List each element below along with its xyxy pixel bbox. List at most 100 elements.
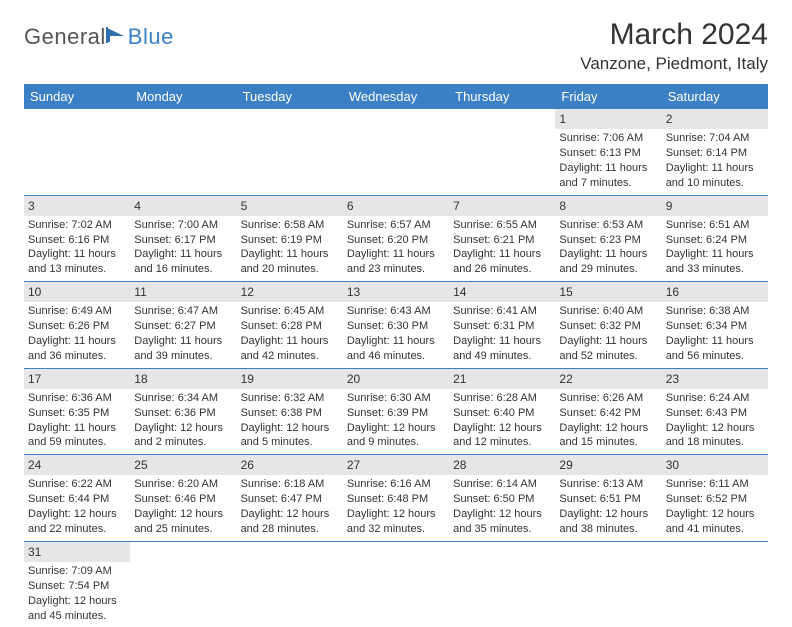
sunset-line: Sunset: 6:26 PM [28, 319, 126, 334]
sunrise-line: Sunrise: 6:38 AM [666, 304, 764, 319]
calendar-day-cell [24, 109, 130, 195]
calendar-day-cell: 15Sunrise: 6:40 AMSunset: 6:32 PMDayligh… [555, 282, 661, 369]
day-number: 28 [449, 455, 555, 475]
calendar-week-row: 1Sunrise: 7:06 AMSunset: 6:13 PMDaylight… [24, 109, 768, 195]
day-content: Sunrise: 6:22 AMSunset: 6:44 PMDaylight:… [24, 475, 130, 540]
daylight-line: Daylight: 11 hours and 42 minutes. [241, 334, 339, 364]
day-content: Sunrise: 6:16 AMSunset: 6:48 PMDaylight:… [343, 475, 449, 540]
calendar-day-cell [343, 541, 449, 627]
sunset-line: Sunset: 6:20 PM [347, 233, 445, 248]
day-number: 17 [24, 369, 130, 389]
day-number: 25 [130, 455, 236, 475]
day-content: Sunrise: 6:20 AMSunset: 6:46 PMDaylight:… [130, 475, 236, 540]
daylight-line: Daylight: 12 hours and 38 minutes. [559, 507, 657, 537]
day-header: Sunday [24, 84, 130, 109]
daylight-line: Daylight: 12 hours and 32 minutes. [347, 507, 445, 537]
calendar-day-cell: 8Sunrise: 6:53 AMSunset: 6:23 PMDaylight… [555, 195, 661, 282]
sunset-line: Sunset: 6:21 PM [453, 233, 551, 248]
month-title: March 2024 [580, 18, 768, 52]
day-content: Sunrise: 6:18 AMSunset: 6:47 PMDaylight:… [237, 475, 343, 540]
sunset-line: Sunset: 6:16 PM [28, 233, 126, 248]
title-block: March 2024 Vanzone, Piedmont, Italy [580, 18, 768, 74]
day-number: 6 [343, 196, 449, 216]
day-content: Sunrise: 6:11 AMSunset: 6:52 PMDaylight:… [662, 475, 768, 540]
day-number: 30 [662, 455, 768, 475]
day-number: 10 [24, 282, 130, 302]
day-content: Sunrise: 6:32 AMSunset: 6:38 PMDaylight:… [237, 389, 343, 454]
sunset-line: Sunset: 6:13 PM [559, 146, 657, 161]
sunset-line: Sunset: 6:42 PM [559, 406, 657, 421]
day-header: Monday [130, 84, 236, 109]
sunset-line: Sunset: 7:54 PM [28, 579, 126, 594]
daylight-line: Daylight: 11 hours and 46 minutes. [347, 334, 445, 364]
calendar-day-cell: 28Sunrise: 6:14 AMSunset: 6:50 PMDayligh… [449, 455, 555, 542]
day-content: Sunrise: 7:04 AMSunset: 6:14 PMDaylight:… [662, 129, 768, 194]
daylight-line: Daylight: 11 hours and 39 minutes. [134, 334, 232, 364]
sunset-line: Sunset: 6:51 PM [559, 492, 657, 507]
day-header: Wednesday [343, 84, 449, 109]
sunset-line: Sunset: 6:14 PM [666, 146, 764, 161]
day-number: 19 [237, 369, 343, 389]
sunset-line: Sunset: 6:27 PM [134, 319, 232, 334]
day-number: 31 [24, 542, 130, 562]
daylight-line: Daylight: 11 hours and 56 minutes. [666, 334, 764, 364]
calendar-day-cell: 12Sunrise: 6:45 AMSunset: 6:28 PMDayligh… [237, 282, 343, 369]
day-number: 29 [555, 455, 661, 475]
sunset-line: Sunset: 6:40 PM [453, 406, 551, 421]
daylight-line: Daylight: 12 hours and 28 minutes. [241, 507, 339, 537]
day-number: 26 [237, 455, 343, 475]
daylight-line: Daylight: 12 hours and 25 minutes. [134, 507, 232, 537]
daylight-line: Daylight: 11 hours and 13 minutes. [28, 247, 126, 277]
sunset-line: Sunset: 6:46 PM [134, 492, 232, 507]
day-content: Sunrise: 6:51 AMSunset: 6:24 PMDaylight:… [662, 216, 768, 281]
day-number: 7 [449, 196, 555, 216]
day-number: 20 [343, 369, 449, 389]
sunset-line: Sunset: 6:48 PM [347, 492, 445, 507]
calendar-day-cell [343, 109, 449, 195]
day-number: 1 [555, 109, 661, 129]
sunset-line: Sunset: 6:43 PM [666, 406, 764, 421]
location-subtitle: Vanzone, Piedmont, Italy [580, 54, 768, 74]
sunrise-line: Sunrise: 6:58 AM [241, 218, 339, 233]
day-number: 4 [130, 196, 236, 216]
day-header: Tuesday [237, 84, 343, 109]
calendar-day-cell: 11Sunrise: 6:47 AMSunset: 6:27 PMDayligh… [130, 282, 236, 369]
sunrise-line: Sunrise: 6:40 AM [559, 304, 657, 319]
sunrise-line: Sunrise: 6:14 AM [453, 477, 551, 492]
sunrise-line: Sunrise: 6:20 AM [134, 477, 232, 492]
day-number: 13 [343, 282, 449, 302]
calendar-day-cell: 14Sunrise: 6:41 AMSunset: 6:31 PMDayligh… [449, 282, 555, 369]
flag-icon [106, 26, 128, 49]
calendar-week-row: 24Sunrise: 6:22 AMSunset: 6:44 PMDayligh… [24, 455, 768, 542]
day-content: Sunrise: 6:58 AMSunset: 6:19 PMDaylight:… [237, 216, 343, 281]
sunrise-line: Sunrise: 6:26 AM [559, 391, 657, 406]
sunrise-line: Sunrise: 6:16 AM [347, 477, 445, 492]
day-content: Sunrise: 6:57 AMSunset: 6:20 PMDaylight:… [343, 216, 449, 281]
day-number [130, 542, 236, 546]
sunrise-line: Sunrise: 6:43 AM [347, 304, 445, 319]
calendar-day-cell [130, 109, 236, 195]
sunset-line: Sunset: 6:47 PM [241, 492, 339, 507]
calendar-day-cell: 24Sunrise: 6:22 AMSunset: 6:44 PMDayligh… [24, 455, 130, 542]
daylight-line: Daylight: 12 hours and 5 minutes. [241, 421, 339, 451]
daylight-line: Daylight: 12 hours and 45 minutes. [28, 594, 126, 624]
calendar-day-cell: 6Sunrise: 6:57 AMSunset: 6:20 PMDaylight… [343, 195, 449, 282]
calendar-day-cell: 26Sunrise: 6:18 AMSunset: 6:47 PMDayligh… [237, 455, 343, 542]
day-number [343, 542, 449, 546]
sunrise-line: Sunrise: 6:32 AM [241, 391, 339, 406]
daylight-line: Daylight: 11 hours and 29 minutes. [559, 247, 657, 277]
calendar-day-cell: 13Sunrise: 6:43 AMSunset: 6:30 PMDayligh… [343, 282, 449, 369]
calendar-day-cell [237, 541, 343, 627]
day-number: 16 [662, 282, 768, 302]
sunrise-line: Sunrise: 6:49 AM [28, 304, 126, 319]
sunrise-line: Sunrise: 6:22 AM [28, 477, 126, 492]
sunset-line: Sunset: 6:52 PM [666, 492, 764, 507]
sunrise-line: Sunrise: 7:04 AM [666, 131, 764, 146]
sunset-line: Sunset: 6:34 PM [666, 319, 764, 334]
daylight-line: Daylight: 12 hours and 15 minutes. [559, 421, 657, 451]
day-number: 15 [555, 282, 661, 302]
daylight-line: Daylight: 11 hours and 16 minutes. [134, 247, 232, 277]
calendar-table: Sunday Monday Tuesday Wednesday Thursday… [24, 84, 768, 627]
day-number: 8 [555, 196, 661, 216]
sunrise-line: Sunrise: 6:36 AM [28, 391, 126, 406]
